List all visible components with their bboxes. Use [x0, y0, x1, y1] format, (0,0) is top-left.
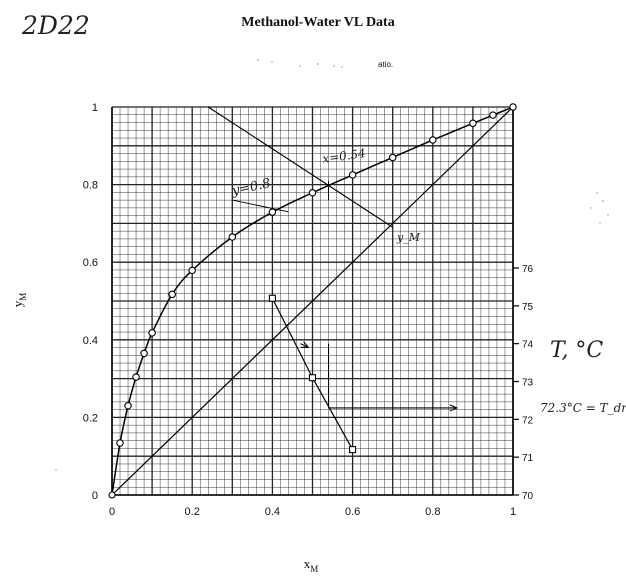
equilibrium-point — [140, 349, 148, 358]
x-tick-label: 0.4 — [265, 506, 280, 518]
right-tick-label: 75 — [522, 302, 534, 313]
operating-line — [207, 106, 394, 228]
annotation-drum-temp: 72.3°C = T_drum — [540, 401, 626, 415]
diagonal-line — [111, 106, 514, 496]
x-tick-label: 0.8 — [425, 506, 440, 518]
temperature-point — [349, 446, 357, 454]
series-layer — [108, 103, 517, 499]
equilibrium-point — [308, 188, 317, 197]
temperature-point — [268, 294, 276, 302]
problem-label: 2D22 — [21, 11, 90, 40]
x-tick-label: 0.2 — [185, 506, 200, 518]
annotation-x-value: x=0.54 — [321, 146, 366, 166]
equilibrium-point — [148, 329, 156, 337]
grid-lines — [111, 106, 514, 496]
equilibrium-point — [429, 136, 437, 144]
right-tick-label: 73 — [522, 378, 534, 389]
origin-point — [108, 491, 116, 499]
right-tick-label: 74 — [522, 340, 534, 351]
equilibrium-point — [489, 111, 497, 119]
equilibrium-point — [124, 402, 132, 410]
equilibrium-point — [188, 266, 196, 275]
right-tick-label: 70 — [522, 491, 534, 502]
x-tick-label: 1 — [510, 506, 516, 518]
y-tick-label: 0.6 — [83, 257, 98, 269]
scan-specks — [55, 59, 609, 471]
annotation-y-value: y=0.8 — [230, 176, 272, 199]
right-tick-label: 72 — [522, 415, 534, 426]
y-tick-label: 0.2 — [83, 412, 98, 424]
temperature-point — [308, 374, 317, 382]
y-tick-label: 0.4 — [83, 335, 98, 347]
subtitle-fragment: atio. — [378, 60, 393, 69]
chart-title: Methanol-Water VL Data — [241, 15, 394, 30]
equilibrium-point — [469, 119, 477, 128]
x-axis-label: xM — [304, 556, 319, 574]
equilibrium-point — [348, 171, 357, 179]
x-tick-label: 0 — [109, 506, 115, 518]
right-tick-label: 76 — [522, 264, 534, 275]
annotation-ym: y_M — [396, 231, 421, 244]
y-tick-label: 0 — [92, 490, 98, 502]
right-tick-labels: 70 71 72 73 74 75 76 — [513, 264, 534, 502]
equilibrium-point — [116, 439, 124, 447]
y-tick-label: 0.8 — [83, 180, 98, 192]
equilibrium-point — [268, 208, 277, 216]
equilibrium-point — [509, 103, 517, 111]
equilibrium-point — [132, 373, 140, 381]
construction-lines — [207, 106, 457, 408]
y-value-pointer — [232, 199, 289, 213]
y-axis-label: yM — [10, 293, 28, 308]
y-tick-label: 1 — [92, 102, 98, 114]
right-axis-label: T, °C — [550, 338, 603, 363]
temp-line-arrow — [300, 344, 308, 348]
x-tick-label: 0.6 — [345, 506, 360, 518]
right-tick-label: 71 — [522, 453, 534, 464]
equilibrium-point — [388, 153, 397, 162]
axes — [111, 107, 514, 496]
equilibrium-point — [168, 290, 176, 299]
x-tick-labels: 0 0.2 0.4 0.6 0.8 1 — [109, 506, 516, 518]
equilibrium-point — [228, 233, 237, 241]
y-tick-labels: 0 0.2 0.4 0.6 0.8 1 — [83, 102, 98, 502]
